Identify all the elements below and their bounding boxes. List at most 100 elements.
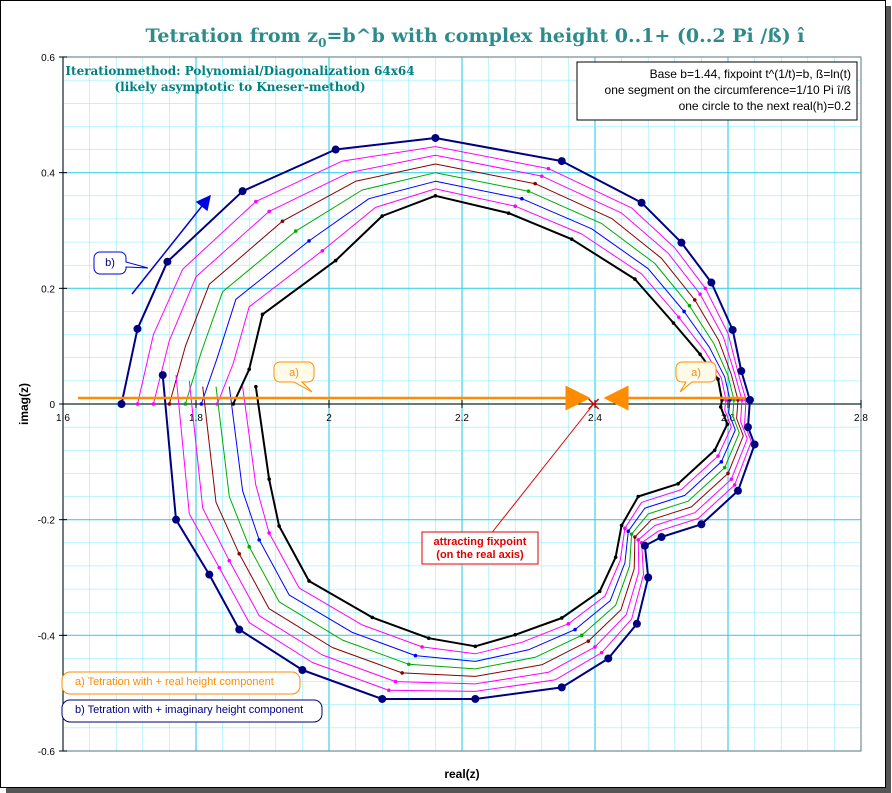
x-tick-label: 2: [326, 413, 332, 424]
series-point: [676, 315, 681, 320]
fixpoint-marker: [588, 398, 600, 410]
series-point: [557, 683, 566, 692]
series-point: [726, 471, 730, 476]
series-point: [593, 645, 597, 649]
series-point: [227, 558, 232, 563]
series-line: [137, 146, 752, 692]
callout-a-left-label: a): [289, 367, 299, 379]
series-point: [728, 325, 737, 334]
series-point: [676, 482, 680, 486]
y-tick-label: 0.2: [41, 284, 55, 295]
y-tick-label: 0.6: [41, 53, 55, 64]
x-tick-label: 2.2: [455, 413, 469, 424]
x-tick-label: 1.8: [189, 413, 203, 424]
series-line: [152, 154, 748, 685]
x-tick-label: 2.8: [854, 413, 868, 424]
series-point: [557, 157, 566, 166]
callout-b: [93, 251, 149, 275]
series-point: [698, 292, 702, 296]
series-point: [540, 174, 544, 178]
series-point: [320, 248, 325, 253]
series-point: [745, 395, 754, 404]
series-point: [626, 529, 631, 534]
y-tick-label: 0.4: [41, 169, 55, 180]
series-point: [640, 541, 649, 550]
series-point: [632, 619, 641, 628]
fixpoint-pointer: [489, 405, 593, 536]
method-note-line2: (likely asymptotic to Kneser-method): [114, 80, 365, 94]
series-point: [533, 181, 537, 186]
callout-a-right: [675, 361, 717, 393]
series-point: [431, 133, 440, 142]
series-point: [520, 196, 524, 201]
info-line3: one circle to the next real(h)=0.2: [679, 99, 852, 113]
series-point: [151, 402, 156, 406]
series-point: [183, 402, 188, 406]
series-point: [636, 494, 641, 499]
series-point: [722, 465, 727, 470]
series-point: [205, 570, 214, 579]
series-point: [750, 440, 759, 449]
series-point: [370, 615, 375, 620]
series-point: [579, 633, 584, 638]
legend-b-text: b) Tetration with + imaginary height com…: [75, 704, 303, 716]
series-line: [184, 172, 740, 670]
series-point: [158, 371, 167, 380]
series-point: [586, 639, 591, 643]
series-point: [163, 257, 172, 266]
series-point: [217, 565, 222, 570]
series-point: [413, 653, 418, 658]
series-point: [599, 650, 604, 655]
series-point: [712, 448, 717, 453]
series-point: [644, 573, 653, 582]
fixpoint-box: [421, 531, 539, 565]
series-point: [692, 298, 697, 302]
series-point: [733, 486, 742, 495]
series-point: [426, 636, 431, 641]
series-point: [420, 645, 424, 649]
series-point: [513, 204, 517, 209]
series-point: [613, 555, 618, 560]
series-point: [407, 662, 411, 667]
legend-a-text: a) Tetration with + real height componen…: [75, 676, 274, 688]
series-point: [657, 533, 666, 542]
series-point: [117, 400, 126, 408]
callout-a-right-label: a): [691, 367, 701, 379]
x-tick-label: 2.4: [588, 413, 602, 424]
series-point: [260, 312, 265, 317]
series-point: [636, 538, 641, 542]
series-point: [133, 324, 142, 333]
series-point: [277, 524, 281, 528]
y-tick-label: -0.6: [38, 747, 56, 758]
series-point: [703, 286, 708, 291]
series-point: [380, 214, 385, 218]
frame-shadow-right: [886, 6, 891, 792]
series-point: [506, 211, 511, 215]
series-point: [167, 402, 172, 406]
series-point: [378, 694, 387, 703]
x-tick-label: 1.6: [56, 413, 70, 424]
series-point: [716, 377, 720, 381]
series-point: [267, 477, 271, 481]
legend-b-box: [61, 699, 323, 723]
series-point: [231, 402, 236, 406]
series-line: [120, 137, 756, 700]
y-tick-label: 0: [49, 400, 55, 411]
info-line2: one segment on the circumference=1/10 Pi…: [605, 83, 851, 97]
series-point: [671, 321, 676, 325]
series-point: [433, 194, 438, 198]
series-point: [280, 219, 285, 224]
series-point: [247, 367, 251, 372]
series-point: [513, 632, 517, 637]
callout-b-label: b): [105, 257, 115, 269]
y-tick-label: -0.2: [38, 516, 56, 527]
series-point: [235, 625, 244, 634]
series-point: [697, 520, 706, 529]
series-point: [387, 688, 391, 693]
series-line: [216, 188, 732, 655]
series-point: [687, 303, 692, 308]
series-point: [331, 145, 340, 154]
series-point: [257, 538, 261, 542]
fixpoint-x-2: [588, 398, 600, 410]
series-point: [254, 384, 258, 389]
